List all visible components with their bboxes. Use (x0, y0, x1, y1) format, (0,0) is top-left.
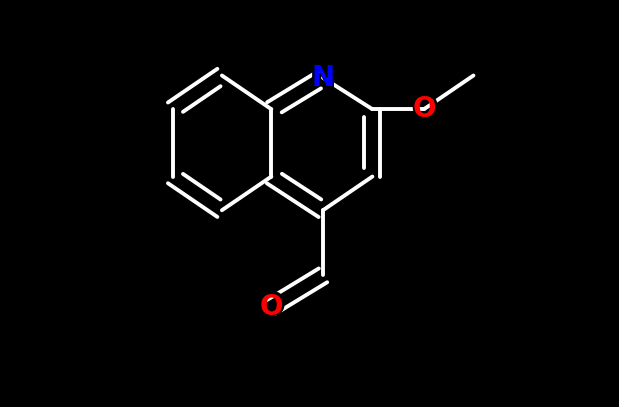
Text: O: O (258, 290, 285, 323)
Text: O: O (412, 95, 436, 123)
Text: O: O (410, 93, 438, 126)
Text: O: O (259, 293, 283, 321)
Text: N: N (311, 64, 334, 92)
Text: N: N (309, 61, 337, 94)
